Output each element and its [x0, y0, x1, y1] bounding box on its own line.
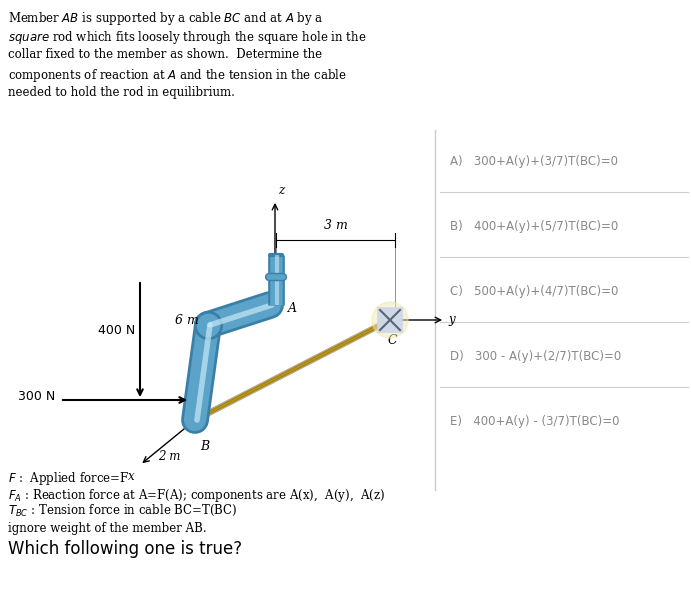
- Text: 3 m: 3 m: [323, 219, 348, 232]
- Text: D)   300 - A(y)+(2/7)T(BC)=0: D) 300 - A(y)+(2/7)T(BC)=0: [450, 350, 621, 363]
- Text: components of reaction at $A$ and the tension in the cable: components of reaction at $A$ and the te…: [8, 67, 347, 84]
- Text: collar fixed to the member as shown.  Determine the: collar fixed to the member as shown. Det…: [8, 48, 322, 61]
- Text: A)   300+A(y)+(3/7)T(BC)=0: A) 300+A(y)+(3/7)T(BC)=0: [450, 155, 618, 168]
- Text: B: B: [200, 440, 209, 453]
- Text: C)   500+A(y)+(4/7)T(BC)=0: C) 500+A(y)+(4/7)T(BC)=0: [450, 285, 618, 298]
- Text: E)   400+A(y) - (3/7)T(BC)=0: E) 400+A(y) - (3/7)T(BC)=0: [450, 415, 620, 428]
- Text: $F$ :  Applied force=F: $F$ : Applied force=F: [8, 470, 129, 487]
- Text: 2 m: 2 m: [158, 450, 180, 463]
- Text: Member $AB$ is supported by a cable $BC$ and at $A$ by a: Member $AB$ is supported by a cable $BC$…: [8, 10, 323, 27]
- Text: C: C: [387, 334, 397, 347]
- Text: $T_{BC}$ : Tension force in cable BC=T(BC): $T_{BC}$ : Tension force in cable BC=T(B…: [8, 503, 237, 518]
- Text: needed to hold the rod in equilibrium.: needed to hold the rod in equilibrium.: [8, 86, 235, 99]
- Text: z: z: [278, 184, 284, 197]
- Text: 300 N: 300 N: [18, 389, 55, 402]
- Text: x: x: [129, 470, 135, 483]
- Text: B)   400+A(y)+(5/7)T(BC)=0: B) 400+A(y)+(5/7)T(BC)=0: [450, 220, 618, 233]
- Text: $F_A$ : Reaction force at A=F(A); components are A(x),  A(y),  A(z): $F_A$ : Reaction force at A=F(A); compon…: [8, 487, 386, 504]
- Text: A: A: [288, 302, 297, 315]
- Bar: [378, 308, 402, 332]
- Text: 400 N: 400 N: [97, 324, 135, 337]
- Text: y: y: [448, 313, 455, 327]
- Text: ignore weight of the member AB.: ignore weight of the member AB.: [8, 522, 207, 535]
- Text: Which following one is true?: Which following one is true?: [8, 540, 242, 558]
- Text: $square$ rod which fits loosely through the square hole in the: $square$ rod which fits loosely through …: [8, 29, 366, 46]
- Text: 6 m: 6 m: [175, 313, 199, 327]
- Circle shape: [372, 302, 408, 338]
